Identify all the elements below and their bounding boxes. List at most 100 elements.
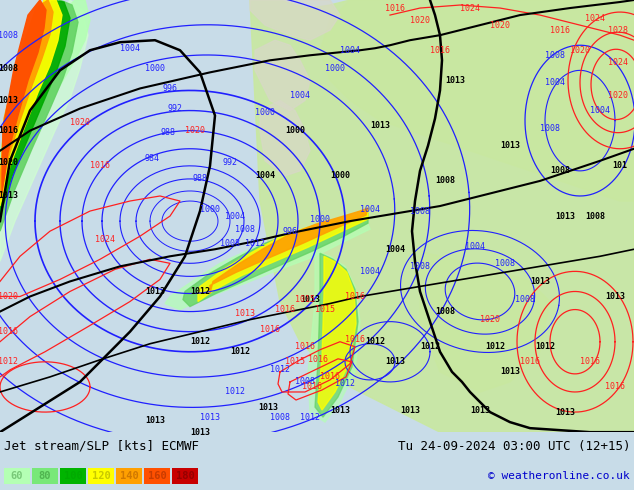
Text: 1024: 1024 [460,3,480,13]
Polygon shape [0,0,62,206]
Text: 1012: 1012 [335,379,355,389]
Bar [172,468,198,484]
Text: 1024: 1024 [95,235,115,244]
Text: 1012: 1012 [420,342,440,351]
Text: 1012: 1012 [190,337,210,346]
Text: 1016: 1016 [550,25,570,35]
Polygon shape [2,0,46,193]
Text: 1000: 1000 [145,64,165,73]
Text: 120: 120 [92,471,110,481]
Text: 1008: 1008 [410,207,430,216]
Text: 1008: 1008 [295,377,315,387]
Text: 1020: 1020 [0,292,18,301]
Text: 160: 160 [148,471,166,481]
Text: 1013: 1013 [258,403,278,412]
Polygon shape [308,251,360,422]
Text: 1004: 1004 [340,46,360,55]
Text: 1013: 1013 [605,292,625,301]
Text: 1004: 1004 [120,44,140,53]
Bar [88,468,114,484]
Text: 1008: 1008 [0,31,18,40]
Text: 1013: 1013 [470,406,490,415]
Polygon shape [250,0,634,432]
Text: 1008: 1008 [550,167,570,175]
Text: 1008: 1008 [435,176,455,185]
Text: 992: 992 [167,104,183,113]
Polygon shape [260,100,310,176]
Text: Jet stream/SLP [kts] ECMWF: Jet stream/SLP [kts] ECMWF [4,440,199,453]
Text: 1024: 1024 [608,58,628,67]
Text: 1008: 1008 [0,64,18,73]
Text: 1012: 1012 [300,413,320,421]
Text: 180: 180 [176,471,195,481]
Text: 1000: 1000 [325,64,345,73]
Text: 1013: 1013 [530,277,550,286]
Text: 1020: 1020 [410,16,430,24]
Text: 1013: 1013 [190,428,210,437]
Polygon shape [198,211,368,301]
Text: 1012: 1012 [485,342,505,351]
Polygon shape [250,0,340,40]
Polygon shape [0,0,70,216]
Text: 1013: 1013 [300,295,320,304]
Polygon shape [183,213,368,307]
Text: 100: 100 [63,471,82,481]
Text: 1012: 1012 [225,388,245,396]
Text: 1013: 1013 [500,141,520,150]
Polygon shape [318,256,356,410]
Text: 1016: 1016 [345,292,365,301]
Text: 1020: 1020 [70,118,90,127]
Text: © weatheronline.co.uk: © weatheronline.co.uk [488,471,630,481]
Text: 1013: 1013 [145,287,165,296]
Polygon shape [0,0,90,201]
Text: 1012: 1012 [230,347,250,356]
Text: 1004: 1004 [360,204,380,214]
Text: 1015: 1015 [295,295,315,304]
Polygon shape [320,0,634,201]
Text: 1013: 1013 [555,408,575,416]
Text: 1016: 1016 [320,372,340,381]
Text: 1000: 1000 [310,215,330,223]
Text: 1012: 1012 [365,337,385,346]
Text: 1004: 1004 [290,91,310,100]
Text: 1012: 1012 [245,239,265,248]
Text: 1004: 1004 [590,106,610,115]
Bar [60,468,86,484]
Text: 1008: 1008 [495,259,515,268]
Text: 101: 101 [612,161,628,171]
Bar [144,468,170,484]
Text: 1020: 1020 [570,46,590,55]
Polygon shape [165,216,370,310]
Text: 1008: 1008 [435,307,455,316]
Text: 1000: 1000 [255,108,275,117]
Text: 1000: 1000 [285,126,305,135]
Text: 1028: 1028 [608,25,628,35]
Text: 1020: 1020 [185,126,205,135]
Text: 80: 80 [39,471,51,481]
Text: 1016: 1016 [345,335,365,344]
Text: 996: 996 [162,84,178,93]
Text: 992: 992 [223,158,238,167]
Polygon shape [0,0,53,199]
Text: 1020: 1020 [490,21,510,29]
Text: 1004: 1004 [465,242,485,251]
Text: 996: 996 [283,227,297,236]
Polygon shape [420,251,550,392]
Polygon shape [315,253,358,417]
Text: 988: 988 [193,174,207,183]
Text: 1016: 1016 [0,327,18,336]
Text: 1012: 1012 [270,366,290,374]
Text: 1013: 1013 [0,96,18,105]
Bar [116,468,142,484]
Text: 1013: 1013 [445,76,465,85]
Text: 1013: 1013 [0,192,18,200]
Text: 1013: 1013 [370,121,390,130]
Polygon shape [0,0,78,231]
Text: 1016: 1016 [520,357,540,367]
Text: 1016: 1016 [385,3,405,13]
Text: 1004: 1004 [225,212,245,220]
Text: 1016: 1016 [275,305,295,314]
Text: 1016: 1016 [430,46,450,55]
Text: 1016: 1016 [302,383,322,392]
Text: 1012: 1012 [190,287,210,296]
